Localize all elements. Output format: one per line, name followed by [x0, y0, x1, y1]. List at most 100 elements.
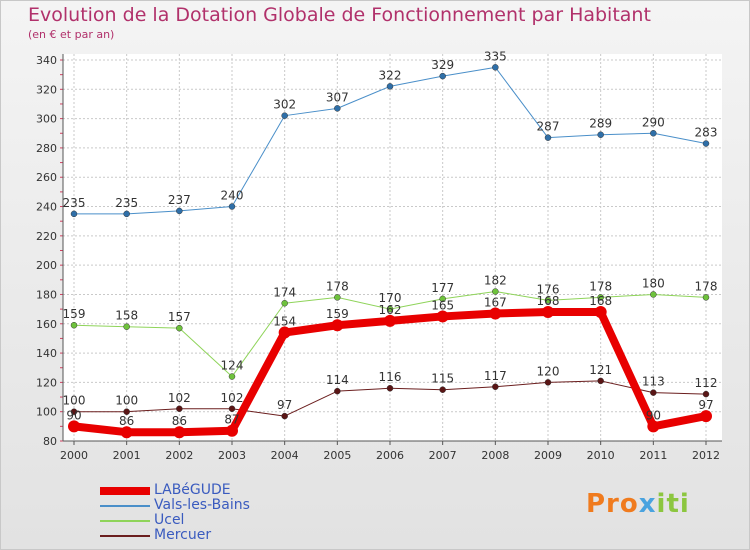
legend-label-lab-gude: LABéGUDE [154, 482, 231, 498]
data-label-vals-les-bains: 240 [221, 189, 244, 203]
data-label-ucel: 170 [379, 291, 402, 305]
y-tick-label: 340 [36, 54, 57, 67]
data-point-mercuer [597, 377, 604, 385]
x-tick-label: 2009 [534, 449, 562, 462]
data-point-ucel [123, 323, 130, 330]
data-label-vals-les-bains: 287 [537, 120, 560, 134]
y-tick-label: 160 [36, 318, 57, 331]
data-label-lab-gude: 165 [431, 298, 454, 312]
data-point-vals-les-bains [702, 140, 710, 147]
data-point-ucel [70, 321, 78, 329]
data-point-mercuer [650, 389, 657, 396]
legend-swatch-ucel [100, 520, 150, 522]
data-label-mercuer: 114 [326, 373, 349, 387]
data-point-vals-les-bains [597, 131, 604, 138]
data-label-vals-les-bains: 307 [326, 90, 349, 104]
data-point-mercuer [70, 408, 78, 415]
data-label-lab-gude: 87 [224, 413, 239, 427]
data-point-vals-les-bains [439, 72, 446, 80]
data-point-vals-les-bains [70, 210, 78, 218]
data-label-mercuer: 117 [484, 369, 507, 383]
data-label-lab-gude: 90 [646, 408, 661, 422]
logo-part-x: x [638, 489, 657, 519]
data-label-mercuer: 97 [277, 398, 292, 412]
data-label-vals-les-bains: 302 [273, 98, 296, 112]
data-point-mercuer [544, 379, 552, 386]
data-point-mercuer [228, 405, 236, 413]
data-label-lab-gude: 168 [589, 294, 612, 308]
legend-item-mercuer: Mercuer [100, 528, 360, 543]
data-label-ucel: 159 [63, 307, 86, 321]
data-point-ucel [597, 294, 604, 301]
data-label-lab-gude: 97 [698, 398, 713, 412]
x-tick-label: 2006 [376, 449, 404, 462]
data-point-lab-gude [594, 306, 607, 319]
data-label-ucel: 178 [326, 279, 349, 293]
data-point-vals-les-bains [281, 112, 288, 119]
data-point-lab-gude [226, 424, 238, 437]
data-label-vals-les-bains: 237 [168, 193, 191, 207]
data-point-vals-les-bains [228, 203, 236, 210]
x-tick-label: 2003 [218, 449, 246, 462]
chart-legend: LABéGUDE Vals-les-Bains Ucel Mercuer [100, 483, 360, 543]
data-label-lab-gude: 86 [119, 414, 134, 428]
data-label-mercuer: 120 [537, 364, 560, 378]
data-label-ucel: 158 [115, 309, 138, 323]
data-point-ucel [228, 373, 236, 380]
data-label-lab-gude: 168 [537, 294, 560, 308]
data-point-ucel [702, 294, 710, 301]
y-tick-label: 260 [36, 171, 57, 184]
legend-swatch-vals-les-bains [100, 505, 150, 507]
legend-item-lab-gude: LABéGUDE [100, 483, 360, 498]
data-point-ucel [334, 294, 341, 301]
y-tick-label: 100 [36, 406, 57, 419]
logo-part-iti: iti [656, 489, 690, 519]
y-tick-label: 300 [36, 113, 57, 126]
x-tick-label: 2011 [639, 449, 667, 462]
data-label-mercuer: 115 [431, 372, 454, 386]
data-label-ucel: 174 [273, 285, 296, 299]
legend-swatch-mercuer [100, 535, 150, 537]
data-point-lab-gude [647, 420, 660, 433]
y-tick-label: 180 [36, 288, 57, 301]
y-tick-label: 240 [36, 201, 57, 214]
chart-title: Evolution de la Dotation Globale de Fonc… [28, 4, 651, 26]
chart-subtitle: (en € et par an) [28, 28, 115, 41]
data-label-mercuer: 100 [63, 394, 86, 408]
y-tick-label: 320 [36, 83, 57, 96]
data-label-vals-les-bains: 235 [115, 196, 138, 210]
data-label-ucel: 178 [589, 279, 612, 293]
data-label-vals-les-bains: 235 [63, 196, 86, 210]
data-label-mercuer: 102 [221, 391, 244, 405]
data-label-lab-gude: 167 [484, 296, 507, 310]
data-point-lab-gude [278, 326, 291, 339]
data-label-ucel: 178 [695, 279, 718, 293]
data-point-lab-gude [542, 306, 554, 319]
data-point-lab-gude [384, 314, 396, 327]
x-tick-label: 2010 [587, 449, 615, 462]
y-tick-label: 120 [36, 376, 57, 389]
data-label-mercuer: 121 [589, 363, 612, 377]
data-label-vals-les-bains: 283 [695, 126, 718, 140]
data-point-lab-gude [700, 410, 712, 423]
data-point-mercuer [386, 384, 394, 392]
data-point-lab-gude [120, 426, 133, 439]
data-label-vals-les-bains: 335 [484, 49, 507, 63]
data-label-mercuer: 112 [695, 376, 718, 390]
legend-label-ucel: Ucel [154, 512, 185, 528]
data-point-mercuer [492, 383, 499, 391]
data-label-mercuer: 116 [379, 370, 402, 384]
data-point-ucel [176, 324, 183, 332]
y-tick-label: 280 [36, 142, 57, 155]
data-point-lab-gude [331, 319, 344, 332]
data-point-mercuer [123, 408, 130, 415]
data-label-lab-gude: 162 [379, 303, 402, 317]
x-tick-label: 2007 [429, 449, 457, 462]
data-label-ucel: 180 [642, 276, 665, 290]
y-tick-label: 140 [36, 347, 57, 360]
data-point-vals-les-bains [123, 210, 130, 218]
x-tick-label: 2001 [113, 449, 141, 462]
data-label-ucel: 176 [537, 282, 560, 296]
y-tick-label: 80 [43, 435, 57, 448]
